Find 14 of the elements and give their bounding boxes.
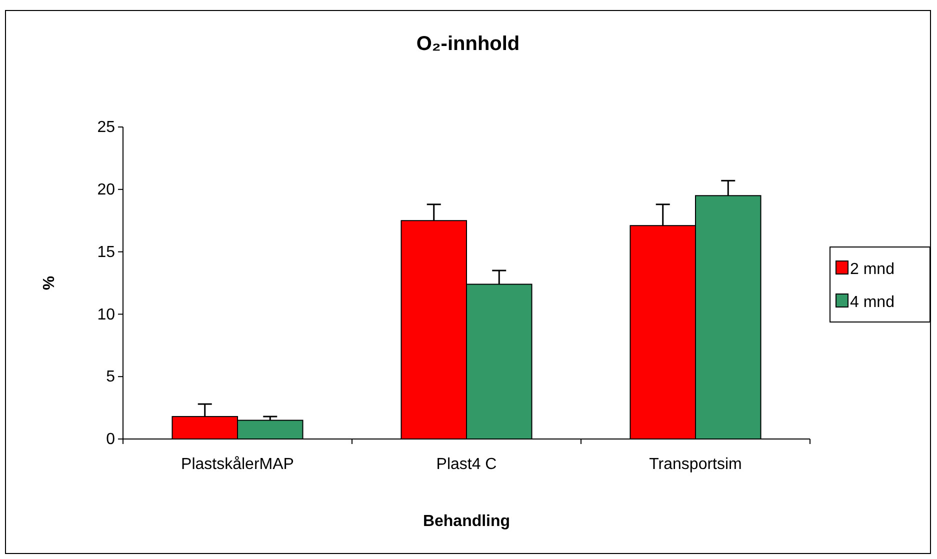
legend-label: 4 mnd [850,294,894,311]
y-axis-title: % [41,276,58,290]
y-tick-label: 20 [97,182,116,199]
y-tick-label: 25 [97,119,116,136]
y-tick-label: 5 [106,368,116,386]
y-tick-label: 10 [97,306,116,324]
x-tick-label: Plast4 C [436,456,497,473]
x-tick-label: Transportsim [649,456,742,473]
y-tick-label: 0 [106,431,116,448]
legend-label: 2 mnd [850,261,894,278]
chart-title: O₂-innhold [416,33,520,55]
x-tick-label: PlastskålerMAP [181,456,294,473]
y-tick-label: 15 [97,244,116,261]
x-axis-title: Behandling [422,513,510,530]
